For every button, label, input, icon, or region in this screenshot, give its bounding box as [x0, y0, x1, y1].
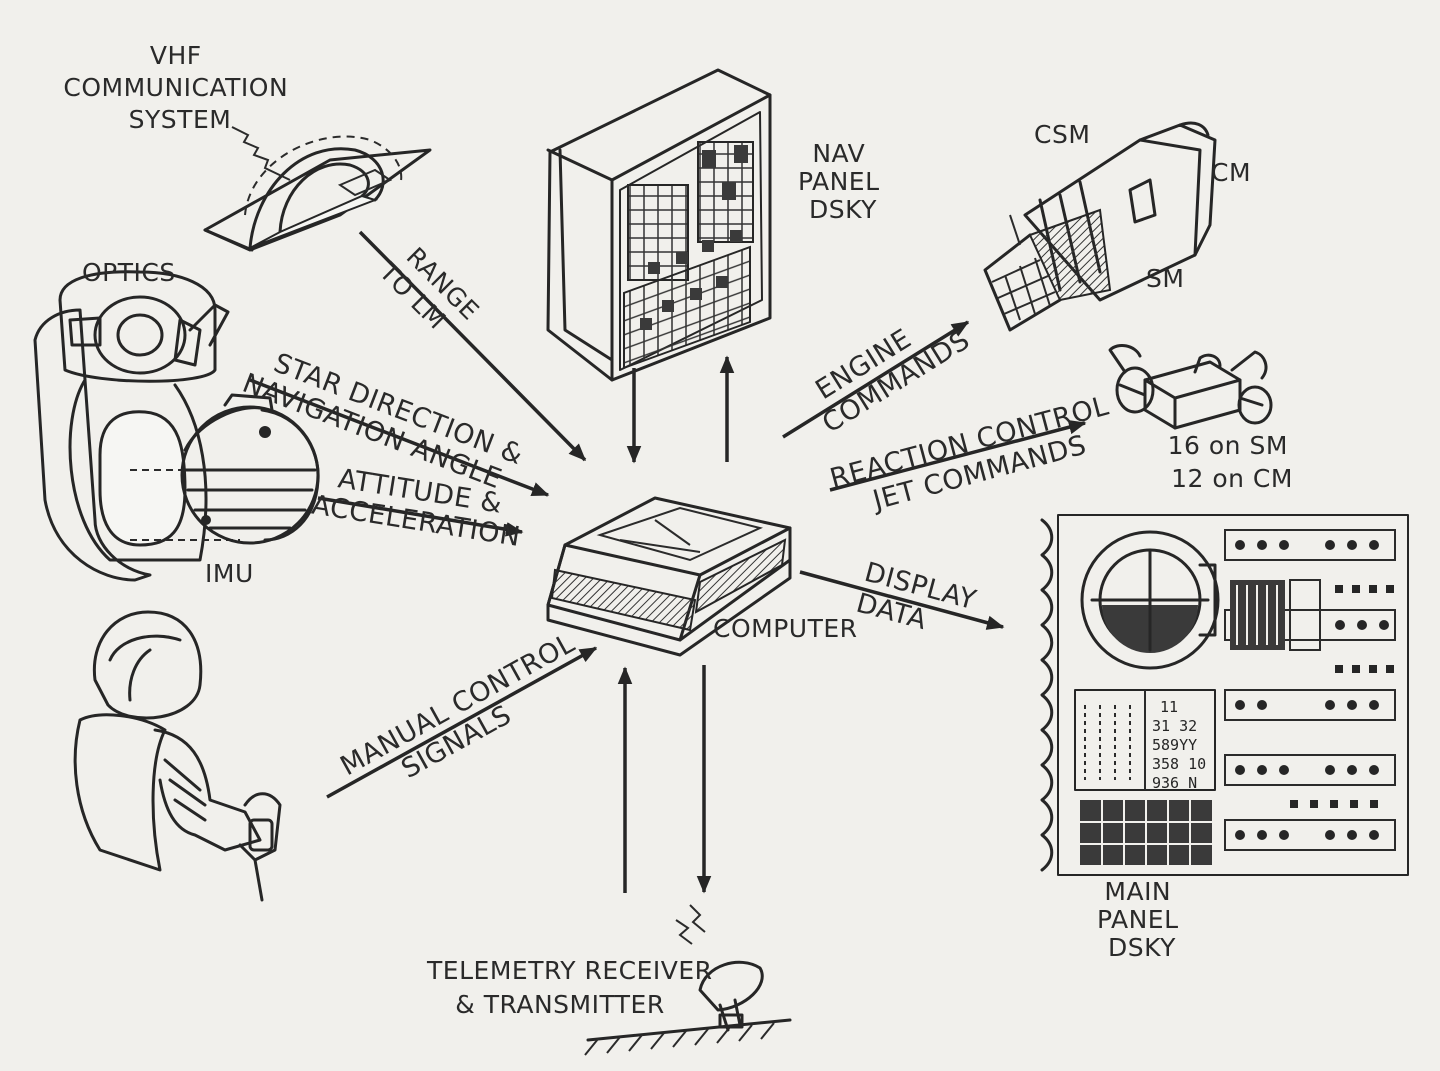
computer-label: COMPUTER	[713, 614, 858, 643]
switch-panel	[1224, 529, 1396, 851]
rcs-jet-cluster-illustration	[1108, 343, 1273, 430]
svg-text:11 31 32 589YY: 11 31 32 589YY 358 10 936 N	[1152, 698, 1215, 792]
arrow-display-data	[799, 570, 1005, 630]
computer-illustration	[546, 496, 792, 657]
engine-commands-label: ENGINE COMMANDS	[800, 297, 975, 439]
manual-control-label: MANUAL CONTROL SIGNALS	[335, 623, 603, 810]
main-dsky-readout: 11 31 32 589YY 358 10 936 N	[1074, 689, 1216, 792]
vhf-label: VHF COMMUNICATION SYSTEM	[63, 41, 296, 134]
nav-dsky-keypad	[623, 230, 751, 370]
main-panel-dsky-illustration: 11 31 32 589YY 358 10 936 N	[1040, 514, 1409, 876]
cm-label: CM	[1211, 158, 1251, 187]
telemetry-label: TELEMETRY RECEIVER & TRANSMITTER	[426, 956, 721, 1019]
arrow-attitude	[317, 496, 524, 537]
arrow-engine-commands	[782, 320, 970, 439]
imu-illustration	[180, 393, 320, 545]
nav-panel-dsky-illustration	[546, 68, 772, 382]
csm-label: CSM	[1034, 120, 1090, 149]
range-to-lm-label: RANGE TO LM	[373, 235, 491, 353]
nav-panel-label: NAV PANEL DSKY	[798, 139, 888, 224]
arrow-reaction-control	[829, 420, 1087, 492]
arrow-range-to-lm	[358, 230, 587, 462]
main-panel-label: MAIN PANEL DSKY	[1097, 877, 1187, 962]
optics-label: OPTICS	[82, 258, 176, 287]
attitude-indicator	[1080, 530, 1220, 670]
astronaut-illustration	[73, 610, 282, 902]
main-dsky-keypad	[1080, 800, 1212, 865]
arrow-star-direction	[249, 378, 550, 497]
sm-label: SM	[1146, 264, 1184, 293]
telemetry-antenna-illustration	[584, 904, 792, 1056]
optics-illustration	[33, 270, 240, 582]
rcs-count-label: 16 on SM 12 on CM	[1168, 431, 1297, 493]
display-data-label: DISPLAY DATA	[853, 557, 988, 650]
arrows	[249, 230, 1087, 894]
csm-spacecraft-illustration	[983, 121, 1217, 332]
arrow-manual-control	[326, 646, 598, 799]
vhf-antenna-illustration	[203, 126, 432, 252]
imu-label: IMU	[205, 559, 254, 588]
